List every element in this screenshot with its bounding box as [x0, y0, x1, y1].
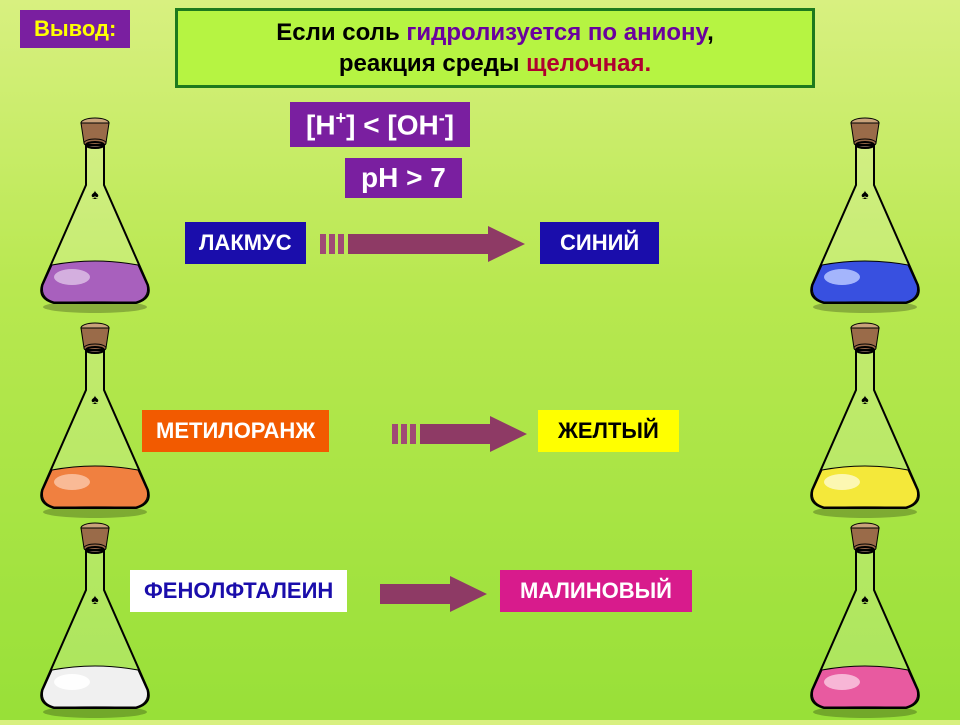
formula-ion-inequality: [H+] < [OH-] — [290, 102, 470, 147]
rule-line1-suffix: , — [707, 19, 714, 46]
flask-phenolphthalein-before: ♠ — [30, 520, 160, 710]
arrow-row1 — [320, 224, 530, 269]
flask-lakmus-after: ♠ — [800, 115, 930, 305]
svg-text:♠: ♠ — [861, 391, 869, 407]
svg-text:♠: ♠ — [861, 591, 869, 607]
color-blue-label: СИНИЙ — [540, 222, 659, 264]
flask-methylorange-before: ♠ — [30, 320, 160, 510]
arrow-row2 — [392, 414, 532, 459]
rule-line2-highlight: щелочная. — [526, 50, 651, 77]
arrow-icon — [392, 414, 532, 454]
svg-text:♠: ♠ — [91, 391, 99, 407]
rule-box: Если соль гидролизуется по аниону, реакц… — [175, 8, 815, 88]
color-yellow-label: ЖЕЛТЫЙ — [538, 410, 679, 452]
svg-text:♠: ♠ — [861, 186, 869, 202]
flask-phenolphthalein-after: ♠ — [800, 520, 930, 710]
indicator-methylorange-label: МЕТИЛОРАНЖ — [142, 410, 329, 452]
flask-lakmus-before: ♠ — [30, 115, 160, 305]
indicator-lakmus-label: ЛАКМУС — [185, 222, 306, 264]
rule-line1-prefix: Если соль — [276, 19, 406, 46]
indicator-phenolphthalein-label: ФЕНОЛФТАЛЕИН — [130, 570, 347, 612]
rule-line2-prefix: реакция среды — [339, 50, 526, 77]
arrow-row3 — [380, 574, 500, 619]
color-crimson-label: МАЛИНОВЫЙ — [500, 570, 692, 612]
conclusion-badge: Вывод: — [20, 10, 130, 48]
arrow-icon — [320, 224, 530, 264]
svg-text:♠: ♠ — [91, 186, 99, 202]
arrow-icon — [380, 574, 500, 614]
svg-text:♠: ♠ — [91, 591, 99, 607]
rule-line1-highlight: гидролизуется по аниону — [406, 19, 707, 46]
formula-ph: pH > 7 — [345, 158, 462, 198]
flask-methylorange-after: ♠ — [800, 320, 930, 510]
